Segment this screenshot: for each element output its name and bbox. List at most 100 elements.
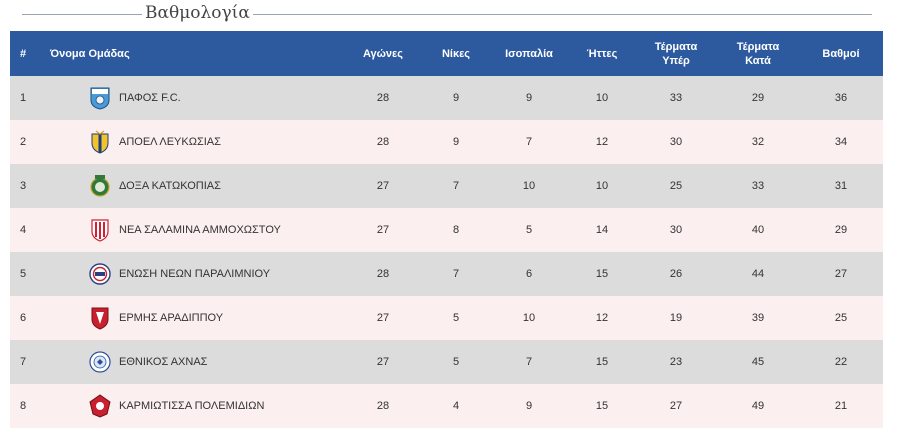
- row-goals-for: 30: [669, 224, 683, 236]
- row-position: 8: [20, 400, 27, 412]
- row-draws: 9: [525, 400, 533, 412]
- row-losses: 15: [595, 400, 609, 412]
- nea-salamina-logo-icon: [91, 219, 109, 242]
- row-goals-against: 40: [751, 224, 765, 236]
- row-wins: 4: [452, 400, 460, 412]
- row-position: 5: [20, 268, 27, 280]
- row-team[interactable]: ΕΡΜΗΣ ΑΡΑΔΙΠΠΟΥ: [48, 296, 343, 340]
- row-goals-for: 23: [669, 356, 683, 368]
- row-goals-for: 26: [669, 268, 683, 280]
- header-points[interactable]: Βαθμοί: [822, 47, 860, 60]
- team-name: ΝΕΑ ΣΑΛΑΜΙΝΑ ΑΜΜΟΧΩΣΤΟΥ: [119, 224, 281, 236]
- header-played[interactable]: Αγώνες: [362, 47, 403, 60]
- header-team[interactable]: Όνομα Ομάδας: [50, 47, 130, 60]
- row-goals-against: 33: [751, 180, 765, 192]
- row-wins: 7: [452, 180, 460, 192]
- row-draws: 5: [525, 224, 533, 236]
- team-name: ΔΟΞΑ ΚΑΤΩΚΟΠΙΑΣ: [119, 180, 221, 192]
- row-draws: 9: [525, 92, 533, 104]
- row-position: 2: [20, 136, 27, 148]
- header-wins[interactable]: Νίκες: [441, 47, 471, 60]
- table-row: 8 ΚΑΡΜΙΩΤΙΣΣΑ ΠΟΛΕΜΙΔΙΩΝ 28 4 9 15 27 49…: [10, 384, 883, 428]
- row-team[interactable]: ΠΑΦΟΣ F.C.: [48, 76, 343, 120]
- table-row: 2 ΑΠΟΕΛ ΛΕΥΚΩΣΙΑΣ 28 9 7 12 30 32 34: [10, 120, 883, 164]
- karmiotissa-logo-icon: [89, 394, 111, 418]
- row-points: 36: [834, 92, 848, 104]
- header-goals-for-line1: Τέρματα: [654, 40, 698, 53]
- row-draws: 7: [525, 356, 533, 368]
- table-header-row: # Όνομα Ομάδας Αγώνες Νίκες Ισοπαλία Ήττ…: [10, 31, 883, 76]
- row-played: 27: [376, 224, 390, 236]
- row-played: 28: [376, 92, 390, 104]
- row-draws: 6: [525, 268, 533, 280]
- team-name: ΑΠΟΕΛ ΛΕΥΚΩΣΙΑΣ: [119, 136, 221, 148]
- row-team[interactable]: ΑΠΟΕΛ ΛΕΥΚΩΣΙΑΣ: [48, 120, 343, 164]
- row-goals-for: 27: [669, 400, 683, 412]
- enp-logo-icon: [89, 263, 111, 285]
- row-wins: 9: [452, 92, 460, 104]
- row-goals-against: 29: [751, 92, 765, 104]
- row-team[interactable]: ΔΟΞΑ ΚΑΤΩΚΟΠΙΑΣ: [48, 164, 343, 208]
- doxa-logo-icon: [90, 175, 110, 197]
- row-team[interactable]: ΕΝΩΣΗ ΝΕΩΝ ΠΑΡΑΛΙΜΝΙΟΥ: [48, 252, 343, 296]
- row-played: 27: [376, 356, 390, 368]
- table-row: 3 ΔΟΞΑ ΚΑΤΩΚΟΠΙΑΣ 27 7 10 10 25 33 31: [10, 164, 883, 208]
- row-wins: 8: [452, 224, 460, 236]
- row-position: 1: [20, 92, 27, 104]
- table-row: 6 ΕΡΜΗΣ ΑΡΑΔΙΠΠΟΥ 27 5 10 12 19 39 25: [10, 296, 883, 340]
- table-row: 5 ΕΝΩΣΗ ΝΕΩΝ ΠΑΡΑΛΙΜΝΙΟΥ 28 7 6 15 26 44…: [10, 252, 883, 296]
- row-points: 22: [834, 356, 848, 368]
- header-goals-for-line2: Υπέρ: [662, 54, 690, 67]
- apoel-logo-icon: [91, 130, 109, 154]
- row-goals-for: 25: [669, 180, 683, 192]
- standings-title-bar: Βαθμολογία: [22, 3, 872, 28]
- row-goals-for: 19: [669, 312, 683, 324]
- row-points: 25: [834, 312, 848, 324]
- table-row: 1 ΠΑΦΟΣ F.C. 28 9 9 10 33 29 36: [10, 76, 883, 120]
- row-goals-for: 30: [669, 136, 683, 148]
- row-losses: 14: [595, 224, 609, 236]
- team-name: ΚΑΡΜΙΩΤΙΣΣΑ ΠΟΛΕΜΙΔΙΩΝ: [119, 400, 265, 412]
- row-position: 3: [20, 180, 27, 192]
- row-losses: 15: [595, 356, 609, 368]
- header-position[interactable]: #: [20, 47, 27, 60]
- row-goals-against: 45: [751, 356, 765, 368]
- row-team[interactable]: ΕΘΝΙΚΟΣ ΑΧΝΑΣ: [48, 340, 343, 384]
- row-wins: 5: [452, 312, 460, 324]
- row-draws: 10: [522, 312, 536, 324]
- row-losses: 10: [595, 180, 609, 192]
- row-points: 29: [834, 224, 848, 236]
- row-points: 31: [834, 180, 848, 192]
- table-row: 4 ΝΕΑ ΣΑΛΑΜΙΝΑ ΑΜΜΟΧΩΣΤΟΥ 27 8 5 14 30 4…: [10, 208, 883, 252]
- row-points: 21: [834, 400, 848, 412]
- row-team[interactable]: ΝΕΑ ΣΑΛΑΜΙΝΑ ΑΜΜΟΧΩΣΤΟΥ: [48, 208, 343, 252]
- header-losses[interactable]: Ήττες: [586, 47, 618, 60]
- row-team[interactable]: ΚΑΡΜΙΩΤΙΣΣΑ ΠΟΛΕΜΙΔΙΩΝ: [48, 384, 343, 428]
- ethnikos-logo-icon: [89, 351, 111, 373]
- row-played: 27: [376, 312, 390, 324]
- standings-table: # Όνομα Ομάδας Αγώνες Νίκες Ισοπαλία Ήττ…: [10, 31, 883, 428]
- row-points: 34: [834, 136, 848, 148]
- header-goals-for[interactable]: Τέρματα Υπέρ: [635, 31, 717, 76]
- row-position: 7: [20, 356, 27, 368]
- row-played: 28: [376, 136, 390, 148]
- title-divider: [22, 14, 872, 15]
- header-goals-against-line1: Τέρματα: [736, 40, 780, 53]
- row-draws: 10: [522, 180, 536, 192]
- header-draws[interactable]: Ισοπαλία: [505, 47, 553, 60]
- team-name: ΕΘΝΙΚΟΣ ΑΧΝΑΣ: [119, 356, 208, 368]
- row-played: 28: [376, 268, 390, 280]
- row-points: 27: [834, 268, 848, 280]
- team-name: ΕΡΜΗΣ ΑΡΑΔΙΠΠΟΥ: [119, 312, 224, 324]
- page-title: Βαθμολογία: [142, 3, 253, 23]
- team-name: ΕΝΩΣΗ ΝΕΩΝ ΠΑΡΑΛΙΜΝΙΟΥ: [119, 268, 271, 280]
- row-position: 4: [20, 224, 27, 236]
- row-losses: 15: [595, 268, 609, 280]
- header-goals-against[interactable]: Τέρματα Κατά: [717, 31, 799, 76]
- table-row: 7 ΕΘΝΙΚΟΣ ΑΧΝΑΣ 27 5 7 15 23 45 22: [10, 340, 883, 384]
- row-losses: 12: [595, 312, 609, 324]
- row-goals-for: 33: [669, 92, 683, 104]
- row-played: 27: [376, 180, 390, 192]
- row-goals-against: 39: [751, 312, 765, 324]
- ermis-logo-icon: [91, 307, 109, 330]
